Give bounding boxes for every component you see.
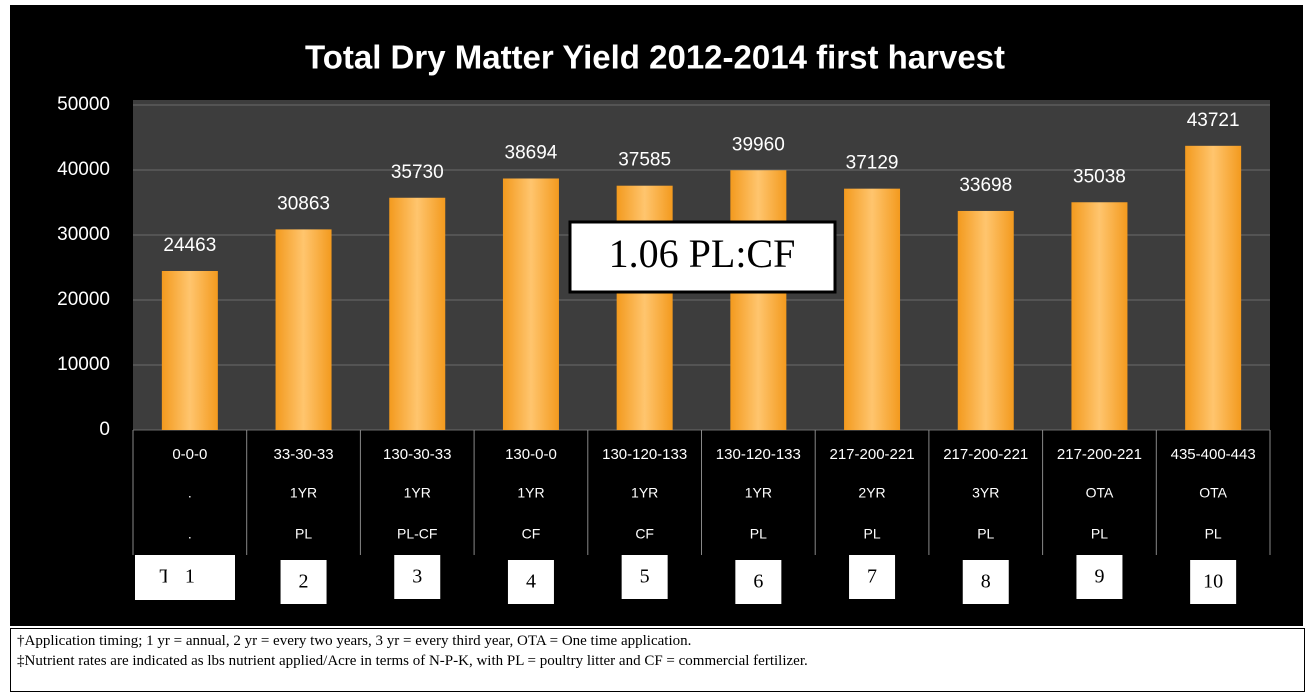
y-tick-label: 20000	[57, 289, 110, 310]
chart-title: Total Dry Matter Yield 2012-2014 first h…	[305, 39, 1005, 76]
y-tick-label: 0	[99, 419, 110, 440]
source-label: .	[188, 526, 192, 542]
bar	[275, 229, 332, 430]
trt-number: 3	[412, 566, 422, 588]
x-tick-label: 130-30-33	[383, 446, 451, 463]
timing-label: 1YR	[745, 485, 772, 501]
bar	[730, 170, 787, 430]
source-label: PL	[1205, 526, 1222, 542]
y-tick-label: 10000	[57, 354, 110, 375]
source-label: PL	[1091, 526, 1108, 542]
x-tick-label: 130-0-0	[505, 446, 557, 463]
timing-label: 1YR	[517, 485, 544, 501]
trt-box	[394, 555, 441, 599]
source-label: PL	[863, 526, 880, 542]
trt-number: 8	[981, 571, 991, 593]
x-tick-label: 0-0-0	[172, 446, 207, 463]
timing-label: 3YR	[972, 485, 999, 501]
trt-box	[1076, 555, 1123, 599]
value-label: 35038	[1073, 166, 1126, 187]
x-tick-label: 217-200-221	[830, 446, 915, 463]
bar	[957, 210, 1014, 430]
bar	[161, 270, 218, 430]
x-tick-label: 217-200-221	[1057, 446, 1142, 463]
source-label: CF	[635, 526, 654, 542]
trt-box	[280, 560, 327, 604]
source-label: PL	[295, 526, 312, 542]
trt-box	[962, 560, 1009, 604]
timing-label: 1YR	[290, 485, 317, 501]
timing-label: .	[188, 485, 192, 501]
trt-number: 7	[867, 566, 877, 588]
annotation: 1.06 PL:CF	[609, 231, 796, 276]
value-label: 37129	[846, 153, 899, 174]
trt-number: 5	[640, 566, 650, 588]
bar	[844, 188, 901, 430]
bar	[502, 178, 559, 430]
bar	[1185, 145, 1242, 430]
value-label: 30863	[277, 193, 330, 214]
value-label: 37585	[618, 150, 671, 171]
x-tick-label: 130-120-133	[716, 446, 801, 463]
footnote: ‡Nutrient rates are indicated as lbs nut…	[17, 653, 808, 669]
trt-number: 1	[185, 566, 195, 588]
timing-label: OTA	[1086, 485, 1114, 501]
value-label: 39960	[732, 134, 785, 155]
timing-label: 1YR	[631, 485, 658, 501]
source-label: PL	[977, 526, 994, 542]
timing-label: 1YR	[404, 485, 431, 501]
footnotes: †Application timing; 1 yr = annual, 2 yr…	[10, 628, 1305, 692]
value-label: 33698	[959, 175, 1012, 196]
trt-box	[621, 555, 668, 599]
source-label: PL	[750, 526, 767, 542]
trt-number: 6	[753, 571, 763, 593]
trt-number: 2	[299, 571, 309, 593]
x-tick-label: 435-400-443	[1171, 446, 1256, 463]
trt-number: 9	[1094, 566, 1104, 588]
footnote: †Application timing; 1 yr = annual, 2 yr…	[17, 633, 692, 649]
trt-number: 4	[526, 571, 536, 593]
y-tick-label: 40000	[57, 159, 110, 180]
trt-box	[735, 560, 782, 604]
y-tick-label: 30000	[57, 224, 110, 245]
trt-box	[507, 560, 554, 604]
x-tick-label: 217-200-221	[943, 446, 1028, 463]
value-label: 43721	[1187, 110, 1240, 131]
trt-box	[1190, 560, 1237, 604]
source-label: CF	[522, 526, 541, 542]
source-label: PL-CF	[397, 526, 437, 542]
trt-box	[166, 555, 213, 599]
trt-box	[849, 555, 896, 599]
annotation-box	[568, 220, 837, 294]
bar	[389, 197, 446, 430]
x-tick-label: 130-120-133	[602, 446, 687, 463]
timing-label: 2YR	[858, 485, 885, 501]
value-label: 24463	[163, 235, 216, 256]
value-label: 35730	[391, 162, 444, 183]
timing-label: OTA	[1199, 485, 1227, 501]
chart: Total Dry Matter Yield 2012-2014 first h…	[10, 5, 1303, 626]
x-tick-label: 33-30-33	[274, 446, 334, 463]
y-tick-label: 50000	[57, 94, 110, 115]
value-label: 38694	[505, 143, 558, 164]
bar	[1071, 202, 1128, 430]
trt-number: 10	[1203, 571, 1223, 593]
